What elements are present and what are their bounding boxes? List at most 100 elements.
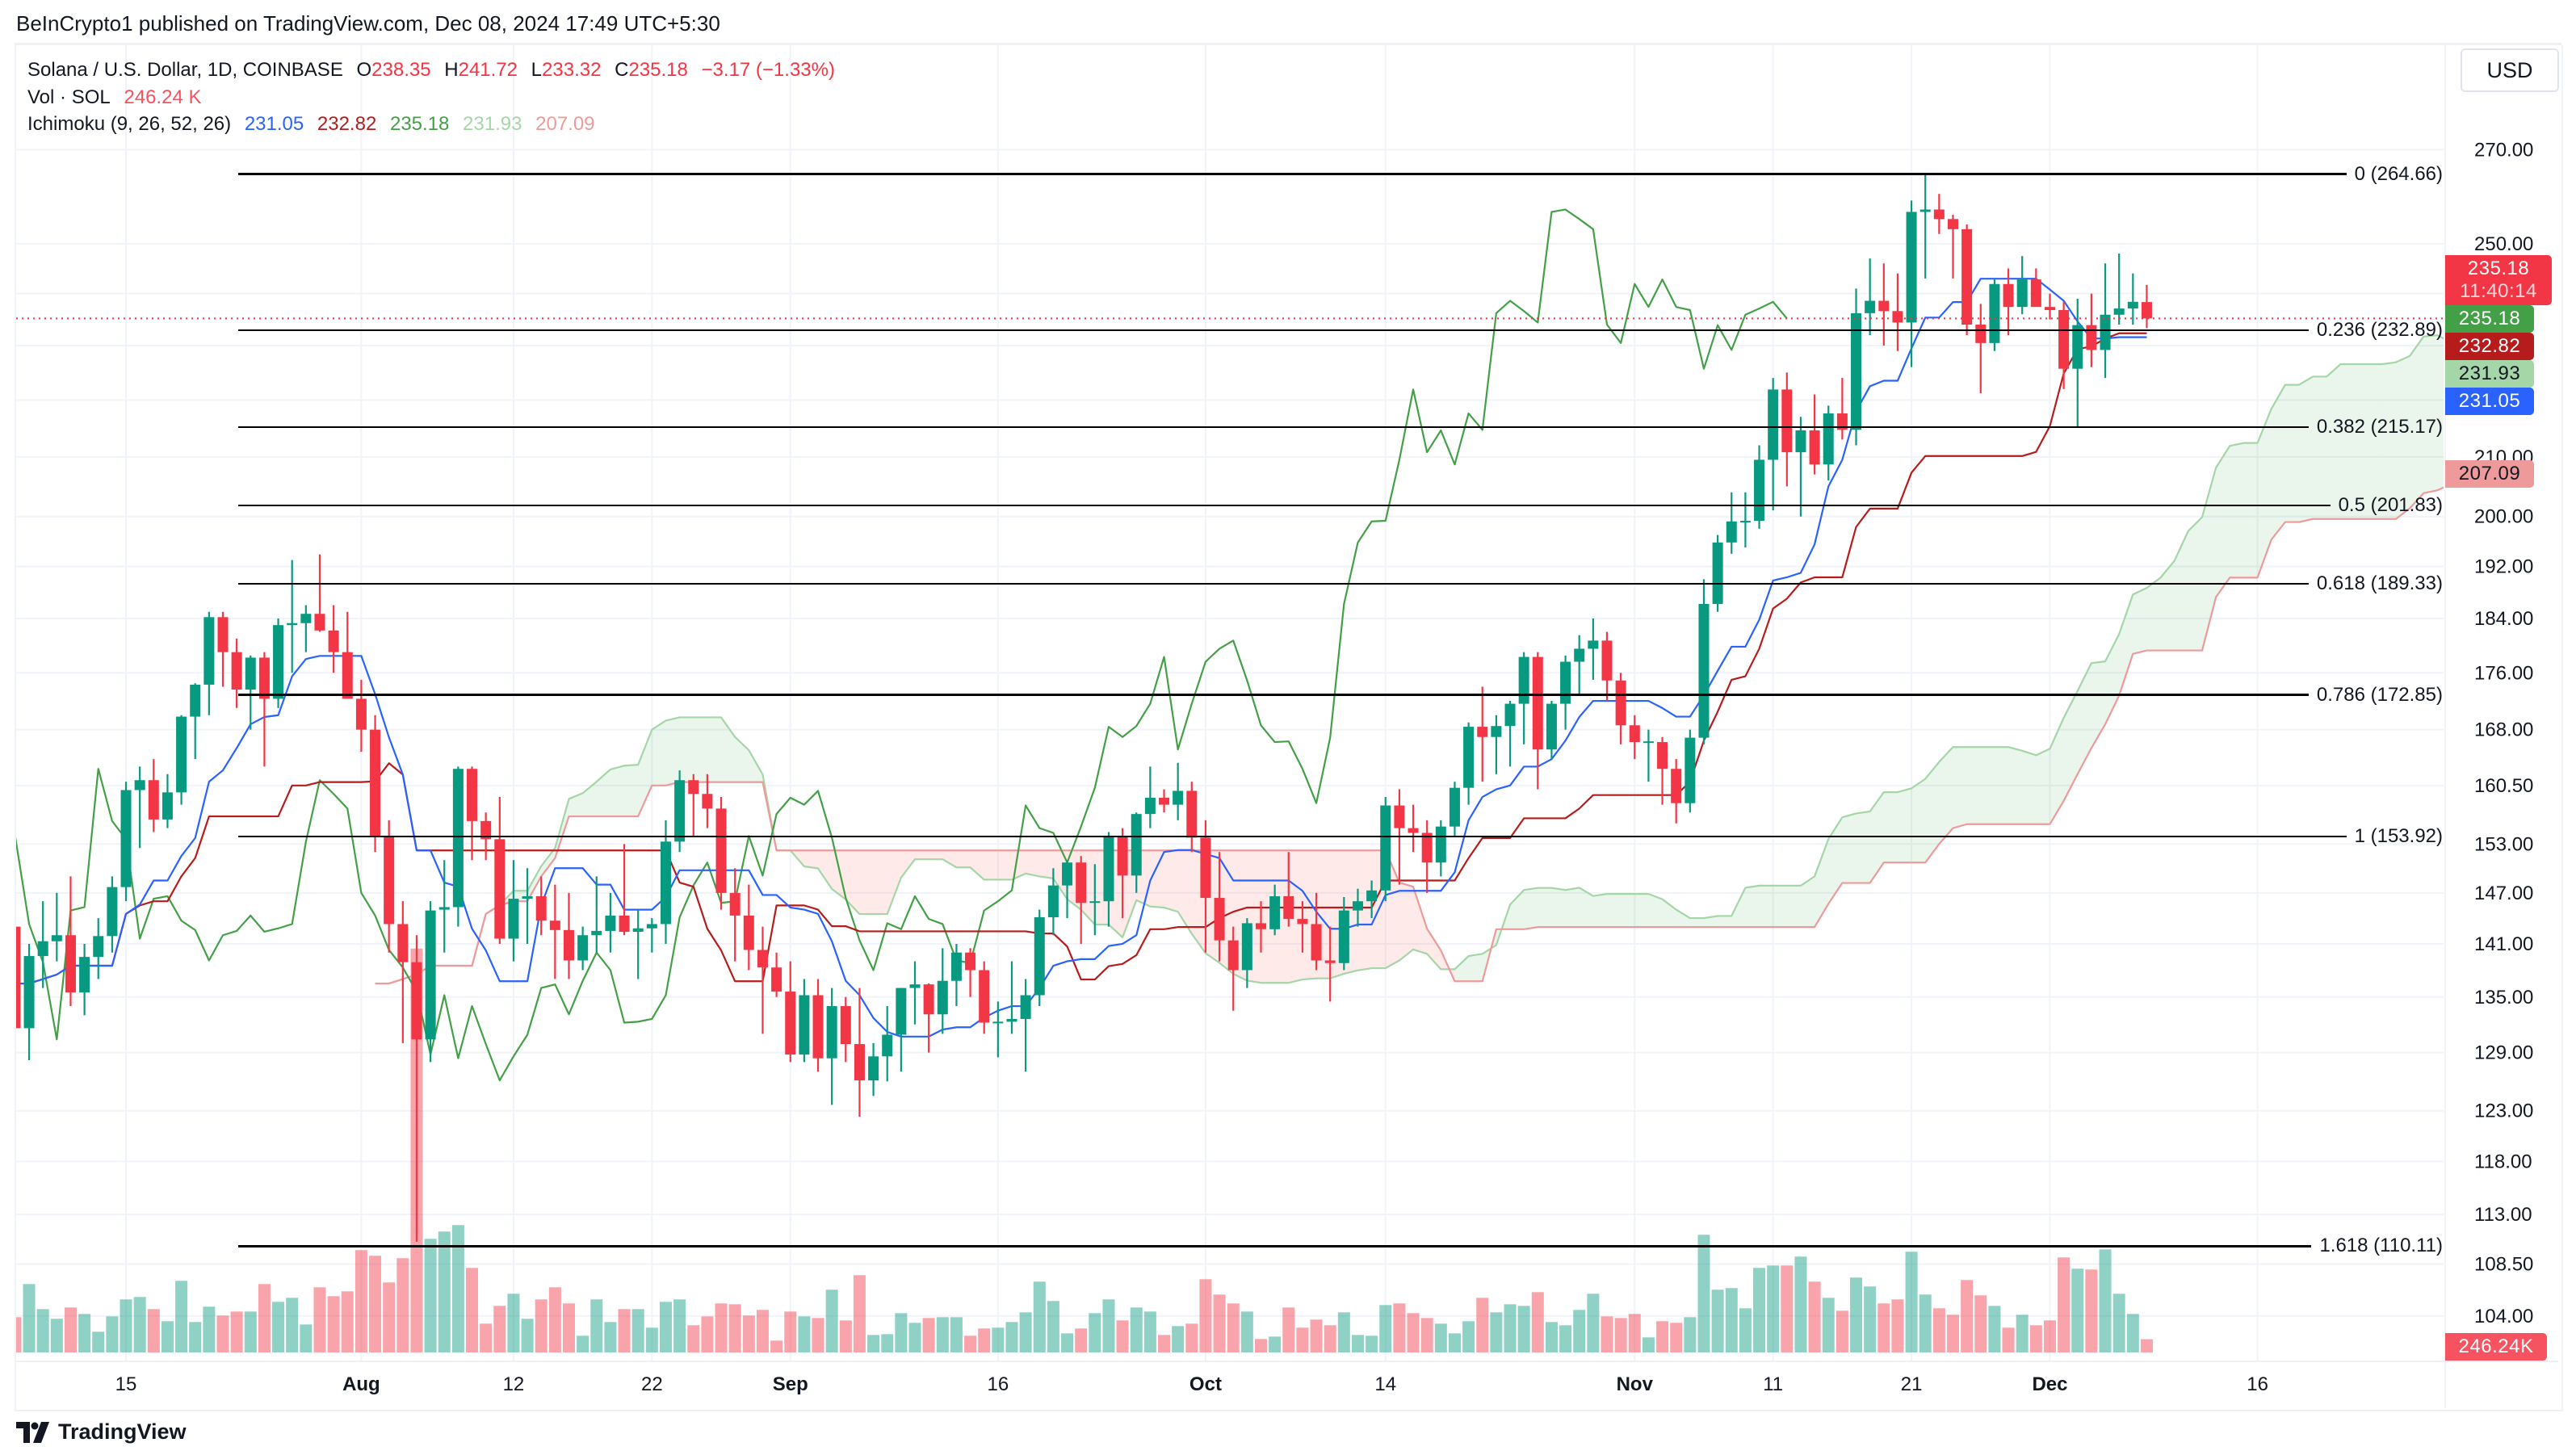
price-badge: 231.05 xyxy=(2445,388,2534,415)
tradingview-logo-text: TradingView xyxy=(58,1419,187,1444)
candle-body xyxy=(370,729,381,837)
candle xyxy=(2141,284,2152,329)
candle xyxy=(1491,715,1502,774)
candle xyxy=(1477,686,1488,782)
cloud-segment xyxy=(2326,363,2341,519)
volume-bar xyxy=(1656,1321,1669,1352)
cloud-segment xyxy=(2410,336,2424,509)
candle-body xyxy=(2003,283,2014,308)
price-axis[interactable]: 270.00250.00210.00200.00192.00184.00176.… xyxy=(16,45,2558,1408)
fib-level[interactable]: 0.618 (189.33) xyxy=(238,572,2443,596)
candle xyxy=(1034,909,1045,1007)
volume-bar xyxy=(2058,1257,2070,1352)
fib-line[interactable] xyxy=(238,504,2331,507)
tradingview-logo[interactable]: TradingView xyxy=(16,1419,187,1445)
candle xyxy=(1795,417,1806,517)
cloud-segment xyxy=(1662,899,1676,928)
kijun-value: 232.82 xyxy=(317,113,377,135)
time-axis[interactable]: 15 Aug 12 22 Sep 16 Oct 14 Nov 11 21 Dec 16 xyxy=(115,1373,2268,1395)
candle xyxy=(1449,782,1460,837)
candle-body xyxy=(273,625,284,699)
candle-body xyxy=(1256,923,1266,929)
volume-bar xyxy=(1448,1333,1461,1352)
candle-body xyxy=(1297,919,1308,925)
volume-bar xyxy=(1143,1311,1156,1352)
candle-body xyxy=(799,995,810,1055)
candle-body xyxy=(937,980,948,1015)
fib-line[interactable] xyxy=(238,173,2347,175)
price-tick-label: 108.50 xyxy=(2474,1254,2533,1276)
volume-bar xyxy=(1407,1313,1420,1352)
candle xyxy=(577,926,589,971)
candle xyxy=(384,820,395,953)
volume-bar xyxy=(1255,1339,1267,1352)
fib-label: 0.618 (189.33) xyxy=(2316,572,2443,594)
candle xyxy=(1047,868,1059,936)
candle-body xyxy=(1034,917,1045,996)
cloud-segment xyxy=(2313,376,2327,519)
candle-body xyxy=(287,623,298,626)
fib-level[interactable]: 0.236 (232.89) xyxy=(238,318,2443,342)
legend-volume-row[interactable]: Vol · SOL 246.24 K xyxy=(27,84,835,111)
volume-bar xyxy=(1420,1318,1433,1352)
fib-line[interactable] xyxy=(238,426,2309,429)
volume-bar xyxy=(203,1306,216,1352)
candle-body xyxy=(162,792,173,820)
candle-body xyxy=(1795,430,1806,453)
candle xyxy=(148,759,159,832)
cloud-segment xyxy=(735,736,749,782)
candle xyxy=(37,901,48,988)
candle xyxy=(992,1001,1004,1058)
cloud-segment xyxy=(2008,747,2023,824)
candle xyxy=(785,961,796,1063)
ichimoku-label: Ichimoku (9, 26, 52, 26) xyxy=(27,113,232,135)
volume-bar xyxy=(64,1307,77,1352)
volume-bar xyxy=(133,1297,146,1352)
volume-bar xyxy=(1393,1303,1406,1352)
candle xyxy=(287,560,298,673)
candle xyxy=(23,943,35,1061)
price-tick-label: 141.00 xyxy=(2474,933,2533,955)
candle-body xyxy=(826,1006,837,1059)
candle-body xyxy=(1047,885,1059,918)
candle xyxy=(176,715,187,805)
volume-bar xyxy=(216,1315,229,1352)
fib-line[interactable] xyxy=(238,329,2309,332)
fib-line[interactable] xyxy=(238,836,2347,838)
fib-level[interactable]: 0.5 (201.83) xyxy=(238,493,2443,518)
fib-level[interactable]: 0.382 (215.17) xyxy=(238,415,2443,439)
legend-symbol-row[interactable]: Solana / U.S. Dollar, 1D, COINBASE O238.… xyxy=(27,57,835,84)
fib-line[interactable] xyxy=(238,582,2309,585)
volume-bar xyxy=(742,1315,755,1352)
currency-button[interactable]: USD xyxy=(2461,48,2559,92)
candle xyxy=(314,554,325,632)
candle xyxy=(1975,304,1987,394)
cloud-segment xyxy=(942,850,957,868)
volume-bar xyxy=(189,1322,202,1352)
fib-level[interactable]: 0 (264.66) xyxy=(238,162,2443,187)
cloud-segment xyxy=(1842,813,1856,883)
candle xyxy=(2072,299,2083,427)
cloud-segment xyxy=(1883,792,1898,863)
fib-label: 0.5 (201.83) xyxy=(2338,493,2443,516)
change-value: −3.17 (−1.33%) xyxy=(701,59,835,81)
candle-body xyxy=(1919,209,1931,212)
fib-label: 0.236 (232.89) xyxy=(2316,319,2443,342)
time-tick-label: Sep xyxy=(773,1373,808,1395)
candle xyxy=(1933,194,1945,234)
legend-ichimoku-row[interactable]: Ichimoku (9, 26, 52, 26) 231.05 232.82 2… xyxy=(27,111,835,138)
bar-countdown: 11:40:14 xyxy=(2460,280,2537,302)
candle xyxy=(1919,174,1931,279)
volume-bar xyxy=(590,1299,603,1352)
cloud-segment xyxy=(1828,817,1843,904)
volume-bar xyxy=(825,1289,838,1352)
candle-body xyxy=(1241,923,1252,971)
fib-level[interactable]: 0.786 (172.85) xyxy=(238,683,2443,707)
fib-level[interactable]: 1.618 (110.11) xyxy=(238,1234,2443,1258)
candle-body xyxy=(591,930,602,936)
volume-bar xyxy=(922,1318,935,1352)
fib-level[interactable]: 1 (153.92) xyxy=(238,824,2443,849)
fib-line[interactable] xyxy=(238,1245,2312,1247)
fib-line[interactable] xyxy=(238,694,2309,696)
